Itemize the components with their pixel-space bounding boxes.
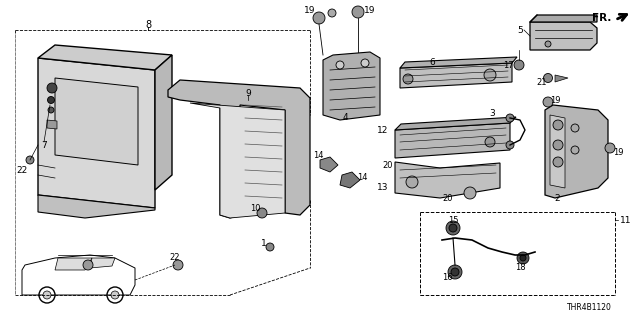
- Polygon shape: [155, 55, 172, 190]
- Polygon shape: [190, 103, 285, 218]
- Circle shape: [43, 291, 51, 299]
- Polygon shape: [38, 195, 155, 218]
- Text: 19: 19: [550, 95, 560, 105]
- Text: FR.: FR.: [592, 13, 612, 23]
- Polygon shape: [545, 105, 608, 198]
- Text: 5: 5: [517, 26, 523, 35]
- Circle shape: [361, 59, 369, 67]
- Polygon shape: [530, 15, 597, 22]
- Circle shape: [485, 137, 495, 147]
- Text: 20: 20: [383, 161, 393, 170]
- Polygon shape: [47, 120, 57, 129]
- Text: 18: 18: [515, 262, 525, 271]
- Circle shape: [257, 208, 267, 218]
- Polygon shape: [55, 78, 138, 165]
- Polygon shape: [400, 63, 512, 88]
- Text: 19: 19: [612, 148, 623, 156]
- Circle shape: [328, 9, 336, 17]
- Polygon shape: [90, 258, 115, 268]
- Polygon shape: [168, 80, 310, 218]
- Circle shape: [449, 224, 457, 232]
- Text: 2: 2: [554, 194, 560, 203]
- Circle shape: [464, 187, 476, 199]
- Circle shape: [484, 69, 496, 81]
- Circle shape: [506, 141, 514, 149]
- Text: 6: 6: [429, 58, 435, 67]
- Circle shape: [520, 255, 526, 261]
- Text: 20: 20: [443, 194, 453, 203]
- Text: 22: 22: [170, 253, 180, 262]
- Circle shape: [514, 60, 524, 70]
- Circle shape: [313, 12, 325, 24]
- Circle shape: [543, 97, 553, 107]
- Circle shape: [406, 176, 418, 188]
- Polygon shape: [55, 258, 92, 270]
- Circle shape: [571, 146, 579, 154]
- Polygon shape: [340, 172, 360, 188]
- Circle shape: [446, 221, 460, 235]
- Circle shape: [506, 114, 514, 122]
- Circle shape: [571, 124, 579, 132]
- Polygon shape: [323, 52, 380, 120]
- Text: 9: 9: [245, 89, 251, 98]
- Circle shape: [403, 74, 413, 84]
- Text: 11: 11: [620, 215, 632, 225]
- Text: THR4B1120: THR4B1120: [567, 303, 612, 313]
- Text: 19: 19: [364, 5, 376, 14]
- Circle shape: [451, 268, 459, 276]
- Polygon shape: [395, 162, 500, 198]
- Text: 4: 4: [342, 113, 348, 122]
- Polygon shape: [395, 123, 510, 158]
- Text: 15: 15: [448, 215, 458, 225]
- Circle shape: [517, 252, 529, 264]
- Circle shape: [47, 83, 57, 93]
- Text: 17: 17: [502, 60, 513, 69]
- Circle shape: [545, 41, 551, 47]
- Polygon shape: [38, 58, 155, 208]
- Text: 21: 21: [537, 77, 547, 86]
- Circle shape: [83, 260, 93, 270]
- Text: 14: 14: [356, 172, 367, 181]
- Polygon shape: [38, 45, 172, 70]
- Circle shape: [448, 265, 462, 279]
- Circle shape: [111, 291, 119, 299]
- Text: 10: 10: [250, 204, 260, 212]
- Circle shape: [336, 61, 344, 69]
- Text: 8: 8: [145, 20, 151, 30]
- Text: 16: 16: [442, 274, 452, 283]
- Circle shape: [173, 260, 183, 270]
- Circle shape: [48, 107, 54, 113]
- Text: 14: 14: [313, 150, 323, 159]
- Polygon shape: [550, 115, 565, 188]
- Text: 22: 22: [17, 165, 28, 174]
- Circle shape: [352, 6, 364, 18]
- Polygon shape: [530, 22, 597, 50]
- Text: 12: 12: [378, 125, 388, 134]
- Circle shape: [543, 74, 552, 83]
- Circle shape: [605, 143, 615, 153]
- Text: 19: 19: [304, 5, 316, 14]
- Circle shape: [26, 156, 34, 164]
- Circle shape: [553, 120, 563, 130]
- Polygon shape: [320, 157, 338, 172]
- Text: 13: 13: [377, 182, 388, 191]
- Text: 7: 7: [41, 140, 47, 149]
- Circle shape: [266, 243, 274, 251]
- Polygon shape: [400, 57, 517, 68]
- Text: 3: 3: [489, 108, 495, 117]
- Polygon shape: [555, 75, 568, 82]
- Text: 1: 1: [261, 238, 267, 247]
- Circle shape: [553, 157, 563, 167]
- Circle shape: [553, 140, 563, 150]
- Circle shape: [47, 97, 54, 103]
- Polygon shape: [395, 117, 516, 130]
